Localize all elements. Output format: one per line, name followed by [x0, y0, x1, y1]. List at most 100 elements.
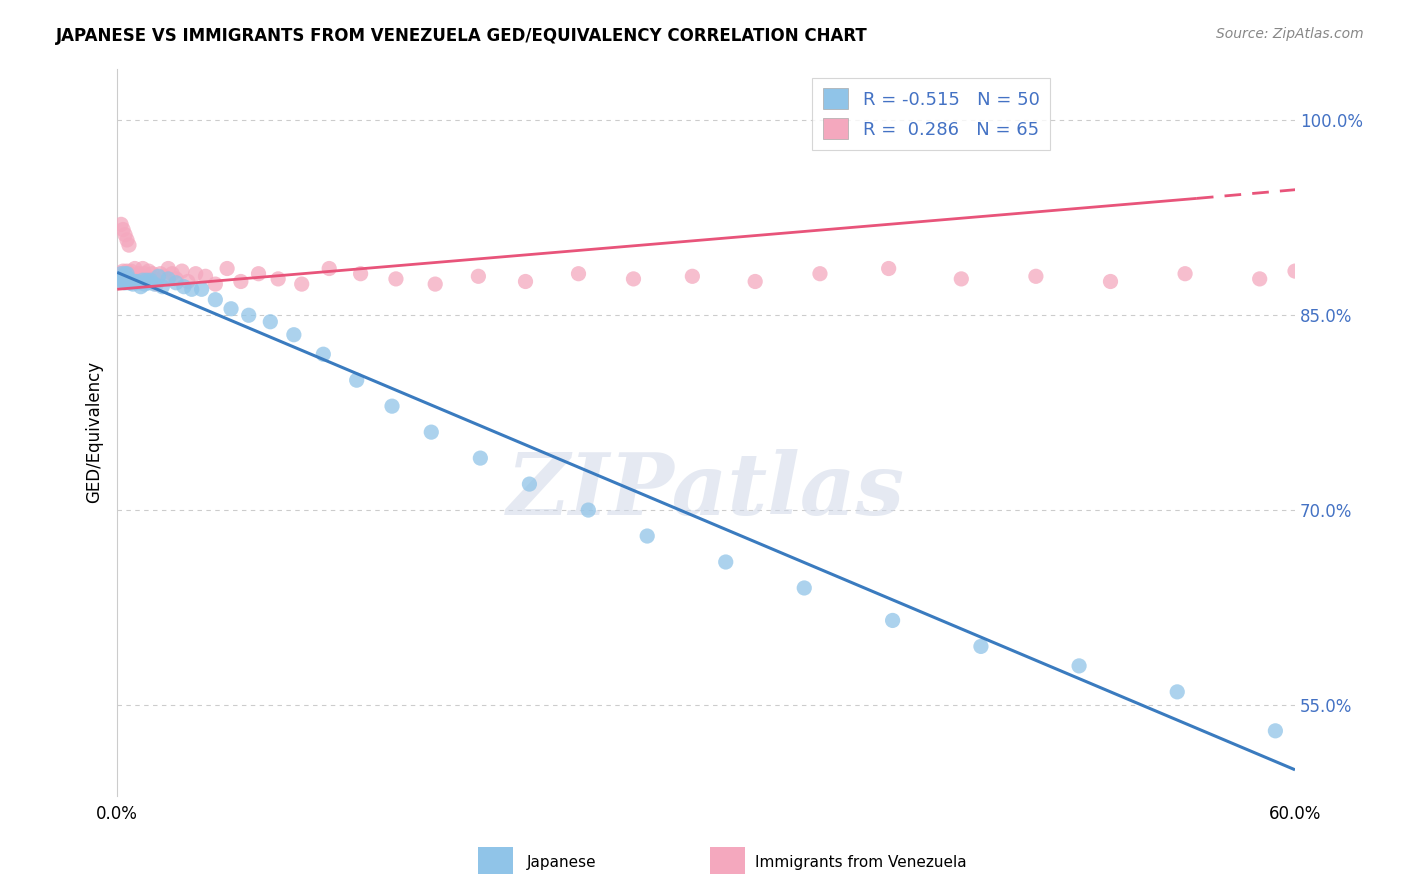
Point	[219, 301, 242, 316]
Point	[318, 261, 340, 276]
Point	[118, 272, 141, 286]
Point	[259, 315, 281, 329]
Point	[877, 261, 900, 276]
Point	[173, 279, 195, 293]
Point	[623, 272, 645, 286]
Point	[149, 267, 172, 281]
Point	[139, 273, 162, 287]
Point	[131, 261, 153, 276]
Text: Immigrants from Venezuela: Immigrants from Venezuela	[755, 855, 967, 870]
Point	[420, 425, 443, 439]
Point	[1166, 685, 1188, 699]
Point	[108, 269, 131, 284]
Point	[120, 264, 142, 278]
Point	[148, 269, 170, 284]
Point	[882, 614, 904, 628]
Point	[229, 275, 252, 289]
Point	[115, 233, 138, 247]
Point	[160, 267, 183, 281]
Point	[110, 267, 132, 281]
Point	[1099, 275, 1122, 289]
Point	[238, 308, 260, 322]
Point	[125, 275, 148, 289]
Point	[118, 272, 141, 286]
Point	[150, 279, 173, 293]
Point	[425, 277, 447, 291]
Point	[153, 269, 176, 284]
Point	[312, 347, 335, 361]
Point	[124, 261, 146, 276]
Point	[950, 272, 973, 286]
Point	[177, 275, 200, 289]
Text: Japanese: Japanese	[527, 855, 598, 870]
Point	[194, 269, 217, 284]
Point	[567, 267, 589, 281]
Point	[110, 267, 132, 281]
Point	[381, 399, 404, 413]
Point	[180, 282, 202, 296]
Point	[115, 267, 138, 281]
Point	[1249, 272, 1271, 286]
Point	[267, 272, 290, 286]
Point	[346, 373, 368, 387]
Point	[112, 273, 135, 287]
Point	[118, 276, 141, 290]
Point	[118, 238, 141, 252]
Point	[108, 272, 131, 286]
Point	[519, 477, 541, 491]
Point	[128, 276, 150, 290]
Point	[1174, 267, 1197, 281]
Point	[115, 264, 138, 278]
Point	[143, 272, 166, 286]
Point	[131, 273, 153, 287]
Point	[129, 279, 152, 293]
Point	[122, 277, 145, 291]
Point	[204, 293, 226, 307]
Point	[112, 222, 135, 236]
Point	[129, 269, 152, 284]
Point	[110, 275, 132, 289]
Point	[217, 261, 239, 276]
Text: JAPANESE VS IMMIGRANTS FROM VENEZUELA GED/EQUIVALENCY CORRELATION CHART: JAPANESE VS IMMIGRANTS FROM VENEZUELA GE…	[56, 27, 868, 45]
Point	[135, 272, 157, 286]
Point	[467, 269, 489, 284]
Point	[115, 275, 138, 289]
Point	[118, 267, 141, 281]
Point	[808, 267, 831, 281]
Point	[515, 275, 537, 289]
Point	[165, 276, 187, 290]
Point	[120, 276, 142, 290]
Point	[141, 267, 163, 281]
Point	[970, 640, 993, 654]
Point	[112, 269, 135, 284]
Point	[120, 275, 142, 289]
Point	[291, 277, 314, 291]
Legend: R = -0.515   N = 50, R =  0.286   N = 65: R = -0.515 N = 50, R = 0.286 N = 65	[813, 78, 1050, 150]
Point	[135, 273, 157, 287]
Point	[793, 581, 815, 595]
Point	[470, 451, 492, 466]
Point	[349, 267, 371, 281]
Point	[1025, 269, 1047, 284]
Point	[114, 267, 136, 281]
Point	[128, 267, 150, 281]
Point	[115, 269, 138, 284]
Point	[122, 269, 145, 284]
Point	[110, 275, 132, 289]
Point	[283, 327, 305, 342]
Point	[138, 276, 160, 290]
Point	[143, 277, 166, 291]
Point	[125, 275, 148, 289]
Point	[190, 282, 212, 296]
Point	[114, 275, 136, 289]
Point	[681, 269, 703, 284]
Text: Source: ZipAtlas.com: Source: ZipAtlas.com	[1216, 27, 1364, 41]
Point	[124, 275, 146, 289]
Point	[112, 272, 135, 286]
Point	[1284, 264, 1306, 278]
Point	[744, 275, 766, 289]
Point	[204, 277, 226, 291]
Point	[636, 529, 658, 543]
Point	[385, 272, 408, 286]
Point	[134, 267, 156, 281]
